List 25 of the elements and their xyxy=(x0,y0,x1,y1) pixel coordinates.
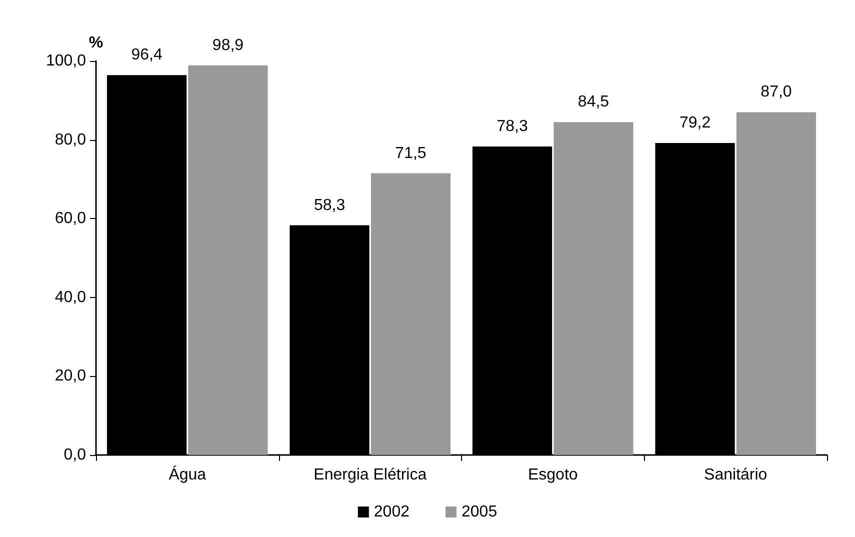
x-tick-label: Energia Elétrica xyxy=(314,466,427,484)
data-label: 79,2 xyxy=(679,114,711,132)
y-tick-label: 0,0 xyxy=(64,446,86,464)
bar xyxy=(370,173,451,455)
bar xyxy=(188,65,268,455)
bar xyxy=(736,112,816,455)
data-label: 98,9 xyxy=(212,36,244,54)
y-tick-label: 100,0 xyxy=(46,52,86,70)
y-tick-label: 80,0 xyxy=(54,131,86,148)
x-tick-label: Esgoto xyxy=(528,466,578,484)
y-tick-label: 40,0 xyxy=(54,288,86,306)
data-label: 78,3 xyxy=(496,118,528,135)
data-label: 71,5 xyxy=(395,144,426,162)
data-label: 96,4 xyxy=(131,46,162,64)
legend-label: 2002 xyxy=(374,504,410,520)
legend-label: 2005 xyxy=(462,504,498,520)
x-tick-label: Água xyxy=(168,466,206,484)
y-tick-label: 60,0 xyxy=(54,210,86,228)
bar xyxy=(554,122,634,455)
data-label: 87,0 xyxy=(760,84,792,101)
y-axis-title: % xyxy=(88,34,104,52)
y-tick-label: 20,0 xyxy=(54,368,86,385)
data-label: 84,5 xyxy=(578,94,610,111)
x-tick-label: Sanitário xyxy=(704,466,768,484)
data-label: 58,3 xyxy=(314,196,346,214)
